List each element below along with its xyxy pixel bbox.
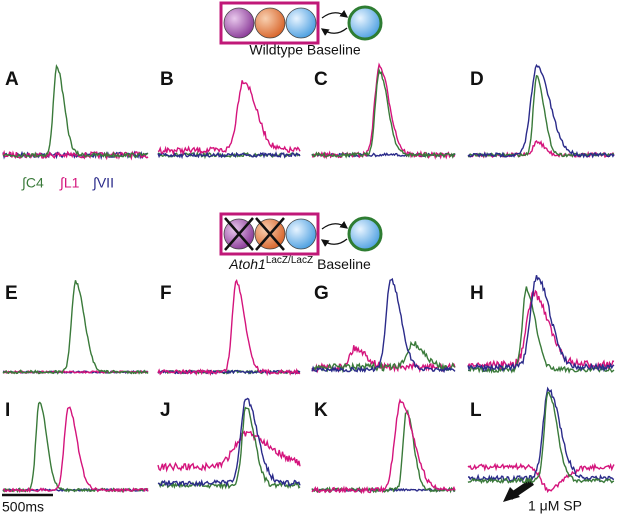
trace (2, 406, 149, 493)
trace (157, 278, 301, 377)
trace (311, 398, 456, 495)
trace (467, 462, 615, 494)
trace (467, 275, 615, 373)
trace (157, 397, 301, 488)
trace (311, 67, 456, 159)
trace (467, 391, 615, 485)
panel-letter: B (160, 69, 174, 90)
trace (311, 409, 456, 494)
genotype: LacZ/LacZ (266, 255, 313, 266)
legend-entry: ∫C4 (21, 175, 44, 191)
trace (311, 277, 456, 374)
panel-letter: F (160, 283, 172, 304)
panel-letter: I (5, 400, 10, 421)
trace (157, 151, 301, 160)
wildtype-diagram: Wildtype Baseline (219, 1, 383, 58)
diagram-label: Atoh1LacZ/LacZ Baseline (228, 255, 371, 272)
annotation-text: 1 μM SP (528, 498, 582, 514)
trace (157, 406, 301, 491)
trace (467, 63, 615, 159)
scale-bar: 500ms (2, 493, 53, 515)
panel-letter: A (5, 69, 19, 90)
panel-letter: H (470, 283, 484, 304)
mutant-diagram: Atoh1LacZ/LacZ Baseline (219, 212, 383, 272)
panel-letter: C (314, 69, 328, 90)
annotation: 1 μM SP (503, 479, 582, 514)
panels: A B C D E F G H I J K L (2, 62, 615, 495)
trace (2, 63, 149, 159)
trace (311, 62, 456, 160)
trace (2, 401, 149, 494)
panel-letter: K (314, 400, 328, 421)
panel-letter: D (470, 69, 484, 90)
panel-letter: G (314, 283, 329, 304)
diagram-label: Wildtype Baseline (249, 42, 360, 58)
trace (2, 280, 149, 375)
legend-entry: ∫L1 (59, 175, 80, 191)
panel-letter: J (160, 400, 171, 421)
trace (468, 386, 615, 483)
panel-letter: L (470, 400, 482, 421)
label-suffix: Baseline (317, 256, 371, 272)
legend: ∫C4 ∫L1 ∫VII (21, 175, 114, 191)
gene-name: Atoh1 (228, 256, 266, 272)
trace (468, 286, 615, 375)
trace (157, 80, 301, 156)
scale-label: 500ms (2, 499, 44, 515)
trace (467, 289, 615, 370)
trace (311, 340, 456, 374)
panel-letter: E (5, 283, 18, 304)
trace (157, 430, 301, 473)
legend-entry: ∫VII (92, 175, 114, 191)
